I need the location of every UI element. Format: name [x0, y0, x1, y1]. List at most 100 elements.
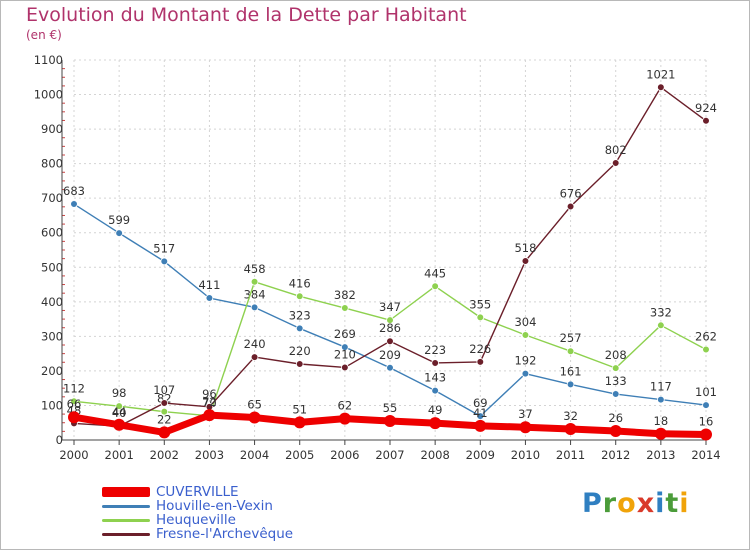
data-point	[566, 202, 575, 211]
data-label: 133	[605, 374, 627, 388]
data-point	[702, 401, 710, 409]
data-label: 161	[560, 364, 582, 378]
data-point	[521, 257, 530, 265]
data-point	[295, 360, 304, 368]
data-point	[476, 313, 485, 322]
data-point	[702, 117, 710, 125]
x-tick-label: 2003	[195, 448, 224, 462]
data-point	[248, 411, 261, 424]
data-label: 458	[244, 262, 266, 276]
data-label: 41	[473, 406, 488, 420]
data-label: 143	[424, 371, 446, 385]
y-tick-label: 1100	[34, 53, 63, 67]
data-label: 44	[112, 405, 127, 419]
logo-letter: t	[665, 488, 680, 519]
data-point	[250, 303, 259, 312]
data-point	[160, 399, 169, 407]
data-point	[70, 397, 78, 406]
data-label: 445	[424, 266, 446, 280]
data-label: 98	[112, 386, 127, 400]
data-point	[113, 418, 126, 431]
data-point	[611, 364, 620, 372]
logo-letter: x	[636, 488, 656, 519]
data-point	[521, 369, 530, 378]
data-label: 49	[428, 403, 443, 417]
data-point	[431, 359, 439, 367]
data-label: 517	[153, 241, 175, 255]
data-point	[160, 257, 169, 266]
data-point	[158, 426, 171, 439]
data-label: 518	[514, 241, 536, 255]
data-label: 223	[424, 343, 446, 357]
y-tick-label: 600	[41, 226, 63, 240]
data-point	[564, 422, 577, 435]
data-label: 62	[338, 399, 353, 413]
y-tick-label: 200	[41, 364, 63, 378]
data-point	[429, 417, 442, 430]
data-label: 262	[695, 329, 717, 343]
logo-letter: i	[679, 488, 690, 519]
data-point	[386, 316, 394, 324]
logo-letter: o	[617, 488, 637, 519]
y-tick-label: 500	[41, 260, 63, 274]
data-label: 220	[289, 344, 311, 358]
x-tick-label: 2000	[59, 448, 88, 462]
data-point	[205, 294, 214, 302]
legend-label: CUVERVILLE	[156, 484, 239, 500]
data-label: 323	[289, 308, 311, 322]
data-label: 66	[67, 397, 82, 411]
data-point	[657, 321, 665, 330]
proxiti-logo: Proxiti	[582, 488, 690, 519]
data-label: 22	[157, 412, 172, 426]
legend-item: Fresne-l'Archevêque	[102, 527, 293, 541]
data-label: 382	[334, 288, 356, 302]
data-point	[384, 415, 396, 427]
data-label: 599	[108, 213, 130, 227]
data-label: 51	[292, 402, 307, 416]
data-label: 924	[695, 101, 717, 115]
x-tick-label: 2014	[691, 448, 720, 462]
data-point	[341, 343, 349, 351]
data-point	[115, 229, 123, 237]
data-point	[160, 407, 169, 416]
logo-letter: i	[655, 488, 666, 519]
legend-item: Heuqueville	[102, 513, 236, 527]
legend-swatch	[102, 532, 150, 536]
data-label: 384	[244, 287, 266, 301]
y-tick-label: 700	[41, 191, 63, 205]
data-point	[476, 358, 485, 366]
data-point	[474, 419, 487, 432]
data-label: 112	[63, 381, 85, 395]
data-point	[566, 380, 575, 389]
legend-swatch	[102, 504, 150, 508]
data-label: 192	[514, 354, 536, 368]
data-point	[657, 83, 665, 92]
legend-swatch	[102, 487, 150, 497]
data-point	[70, 200, 78, 208]
data-label: 55	[383, 401, 398, 415]
data-label: 332	[650, 305, 672, 319]
data-point	[521, 331, 530, 339]
data-point	[293, 416, 306, 429]
legend-swatch	[102, 518, 150, 522]
data-label: 257	[560, 331, 582, 345]
data-point	[609, 425, 622, 438]
data-label: 117	[650, 380, 672, 394]
data-label: 416	[289, 276, 311, 290]
data-label: 96	[202, 387, 217, 401]
legend-item: CUVERVILLE	[102, 485, 239, 499]
data-label: 683	[63, 184, 85, 198]
data-label: 355	[469, 297, 491, 311]
data-point	[654, 427, 667, 440]
data-point	[295, 292, 304, 301]
data-point	[250, 277, 259, 286]
data-label: 26	[608, 411, 623, 425]
data-label: 802	[605, 143, 627, 157]
data-label: 18	[654, 414, 669, 428]
data-point	[700, 428, 712, 441]
data-point	[431, 386, 439, 395]
data-label: 676	[560, 186, 582, 200]
y-tick-label: 300	[41, 329, 63, 343]
y-tick-label: 400	[41, 295, 63, 309]
